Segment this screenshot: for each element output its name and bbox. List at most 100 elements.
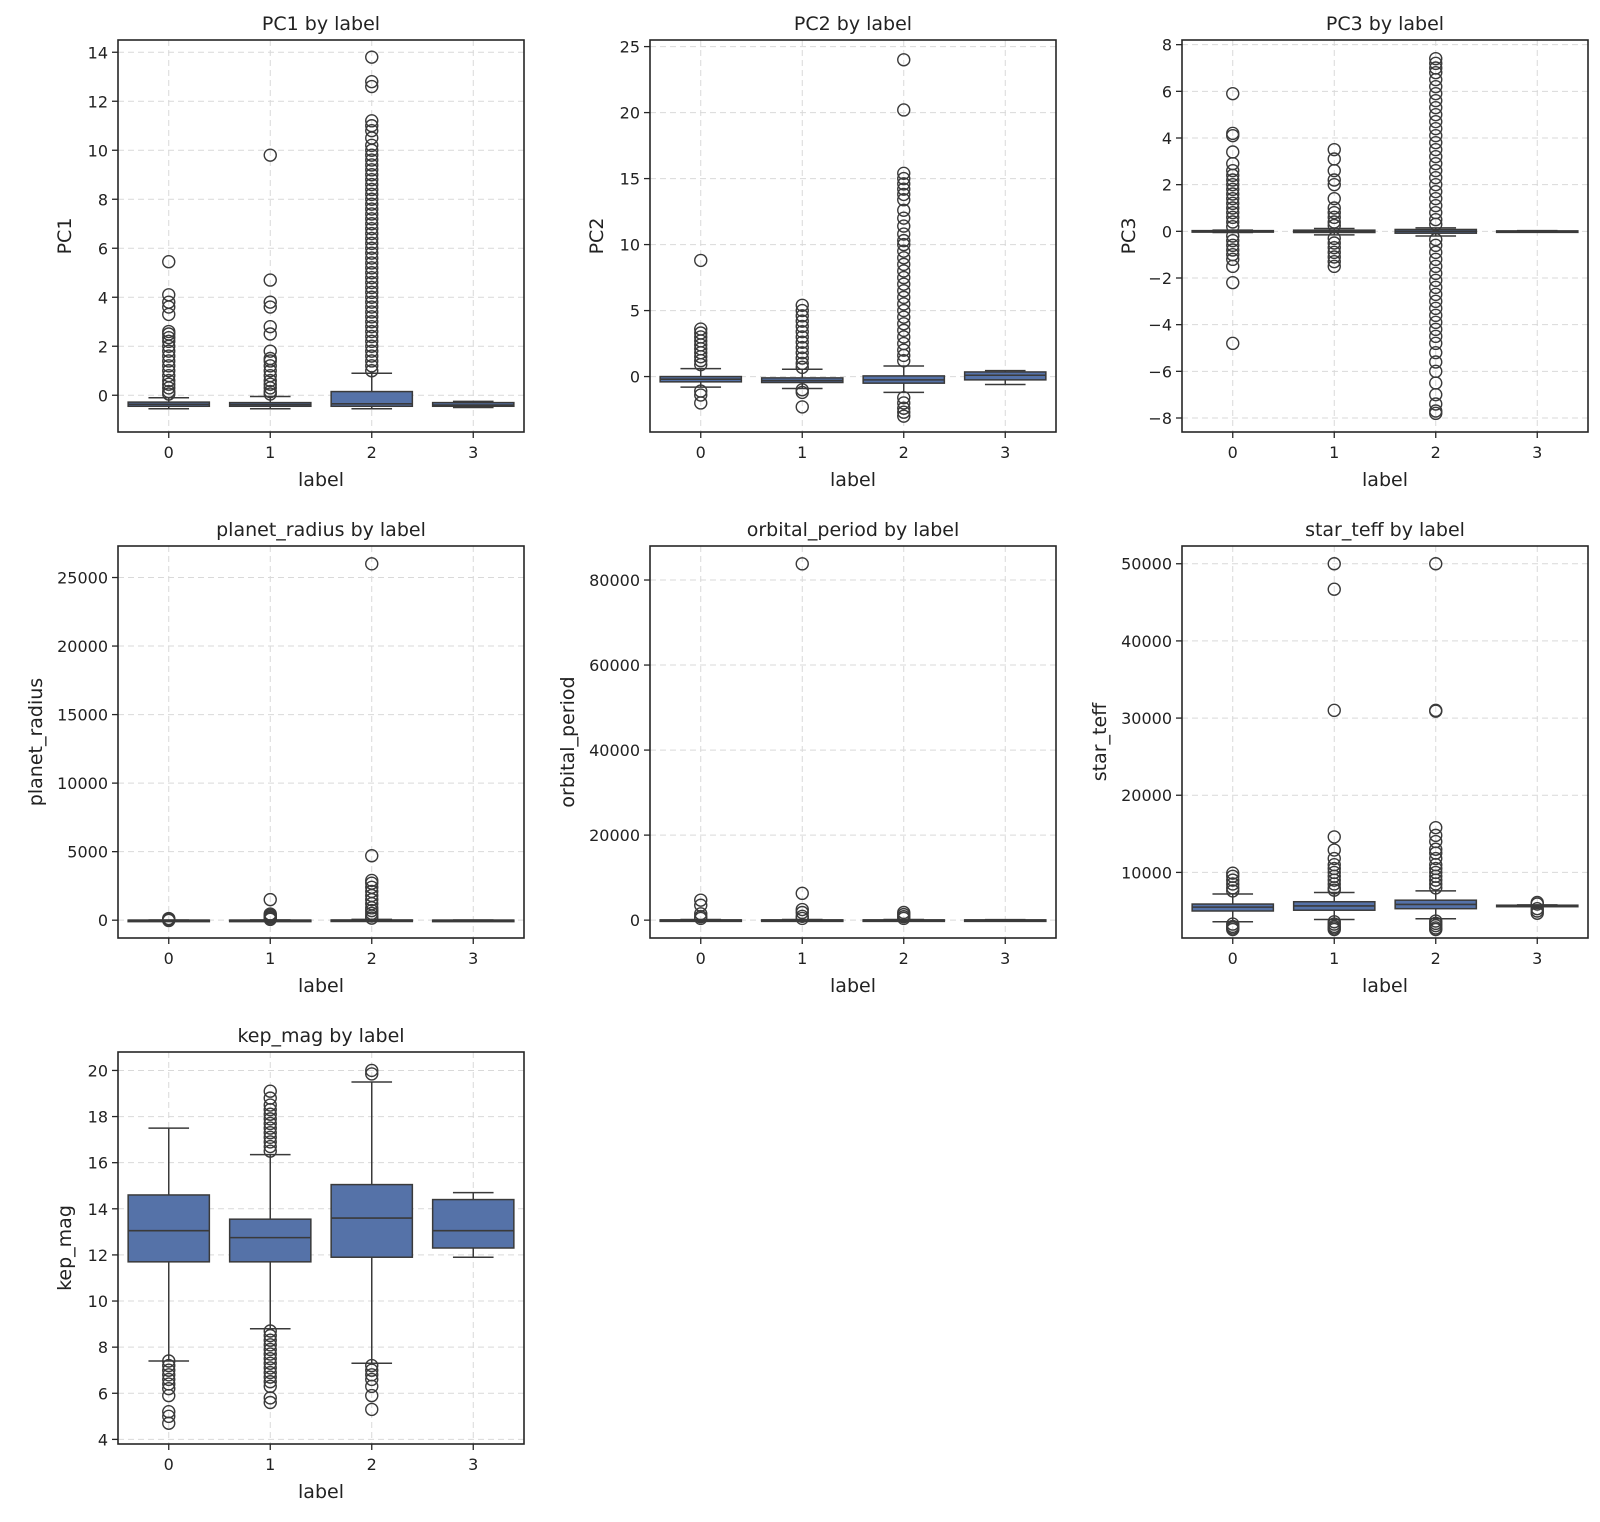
box-group-3 xyxy=(1495,895,1579,921)
x-tick-label: 3 xyxy=(1000,443,1010,462)
outlier-point xyxy=(263,1107,277,1121)
outlier-point xyxy=(365,168,379,182)
outlier-point xyxy=(1226,252,1240,267)
box-group-1 xyxy=(228,1084,312,1410)
outlier-point xyxy=(1429,170,1443,185)
outlier-point xyxy=(1429,238,1443,253)
box-group-0 xyxy=(659,253,743,410)
outlier-point xyxy=(263,377,277,391)
axes-frame xyxy=(117,545,525,939)
outlier-point xyxy=(263,1139,277,1154)
outlier-point xyxy=(365,256,379,270)
subplot-title: PC3 by label xyxy=(1326,13,1444,35)
outlier-point xyxy=(795,303,809,318)
outlier-point xyxy=(1226,336,1240,351)
outlier-point xyxy=(263,148,277,162)
outlier-point xyxy=(1429,72,1443,87)
outlier-point xyxy=(365,163,379,177)
box-iqr xyxy=(330,390,414,408)
outlier-point xyxy=(1530,906,1544,921)
outlier-point xyxy=(897,297,911,311)
outlier-point xyxy=(897,237,911,252)
y-axis-label: PC2 xyxy=(586,218,608,255)
outlier-point xyxy=(365,354,379,368)
y-tick-label: 8 xyxy=(98,1338,108,1357)
outlier-point xyxy=(1429,163,1443,178)
outlier-point xyxy=(795,351,809,365)
outlier-point xyxy=(1226,215,1240,229)
box-group-3 xyxy=(1495,229,1579,234)
outlier-point xyxy=(365,849,379,863)
x-tick-label: 3 xyxy=(468,1455,478,1474)
outlier-point xyxy=(897,405,911,419)
outlier-point xyxy=(897,396,911,410)
y-tick-label: 8 xyxy=(1162,36,1172,55)
outlier-point xyxy=(897,264,911,278)
outlier-point xyxy=(365,1388,379,1403)
y-tick-label: 0 xyxy=(630,368,640,387)
outlier-point xyxy=(162,339,176,353)
y-tick-label: 5000 xyxy=(67,843,108,862)
y-tick-label: 4 xyxy=(1162,129,1172,148)
axes-frame xyxy=(117,1051,525,1445)
outlier-point xyxy=(365,300,379,314)
outlier-point xyxy=(1429,86,1443,101)
outlier-point xyxy=(365,177,379,192)
outlier-point xyxy=(365,148,379,162)
outlier-point xyxy=(1429,881,1443,895)
axes-frame xyxy=(117,39,525,433)
outlier-point xyxy=(1429,329,1443,344)
outlier-point xyxy=(365,324,379,339)
x-tick-label: 1 xyxy=(265,1455,275,1474)
outlier-point xyxy=(162,330,176,345)
outlier-point xyxy=(1226,182,1240,197)
subplot-5: 10000 20000 30000 40000 50000 0 1 2 3 star_teff b… xyxy=(1089,519,1589,997)
outlier-point xyxy=(1429,177,1443,192)
outlier-point xyxy=(263,387,277,401)
outlier-point xyxy=(162,1416,176,1430)
y-tick-label: 12 xyxy=(88,1246,108,1265)
outlier-point xyxy=(1327,254,1341,269)
outlier-point xyxy=(365,275,379,290)
outlier-point xyxy=(1429,345,1443,360)
x-tick-label: 3 xyxy=(468,443,478,462)
outlier-point xyxy=(365,50,379,64)
x-tick-label: 0 xyxy=(1228,949,1238,968)
outlier-point xyxy=(365,138,379,153)
outlier-point xyxy=(365,329,379,344)
outlier-point xyxy=(263,295,277,309)
outlier-point xyxy=(365,315,379,329)
outlier-point xyxy=(1429,79,1443,94)
y-axis-label: PC1 xyxy=(54,218,76,255)
y-tick-label: 50000 xyxy=(1121,555,1172,574)
outlier-point xyxy=(1226,275,1240,290)
outlier-point xyxy=(162,255,176,269)
outlier-point xyxy=(365,114,379,128)
outlier-point xyxy=(263,1116,277,1131)
y-tick-label: 16 xyxy=(88,1154,108,1173)
outlier-point xyxy=(263,344,277,358)
y-axis-label: orbital_period xyxy=(557,676,579,807)
outlier-point xyxy=(897,409,911,423)
outlier-point xyxy=(263,1324,277,1338)
outlier-point xyxy=(365,266,379,280)
outlier-point xyxy=(1429,922,1443,937)
outlier-point xyxy=(365,187,379,202)
outlier-point xyxy=(1327,173,1341,187)
outlier-point xyxy=(263,1084,277,1098)
outlier-point xyxy=(1327,703,1341,718)
outlier-point xyxy=(897,303,911,318)
box-group-2 xyxy=(1394,51,1478,421)
x-tick-label: 0 xyxy=(1228,443,1238,462)
outlier-point xyxy=(1226,128,1240,143)
box-group-2 xyxy=(330,50,414,410)
outlier-point xyxy=(263,1361,277,1375)
outlier-point xyxy=(897,227,911,241)
outlier-point xyxy=(162,334,176,349)
outlier-point xyxy=(795,385,809,400)
outlier-point xyxy=(1226,229,1240,243)
y-tick-label: 20 xyxy=(88,1061,108,1080)
outlier-point xyxy=(365,231,379,246)
outlier-point xyxy=(162,359,176,373)
